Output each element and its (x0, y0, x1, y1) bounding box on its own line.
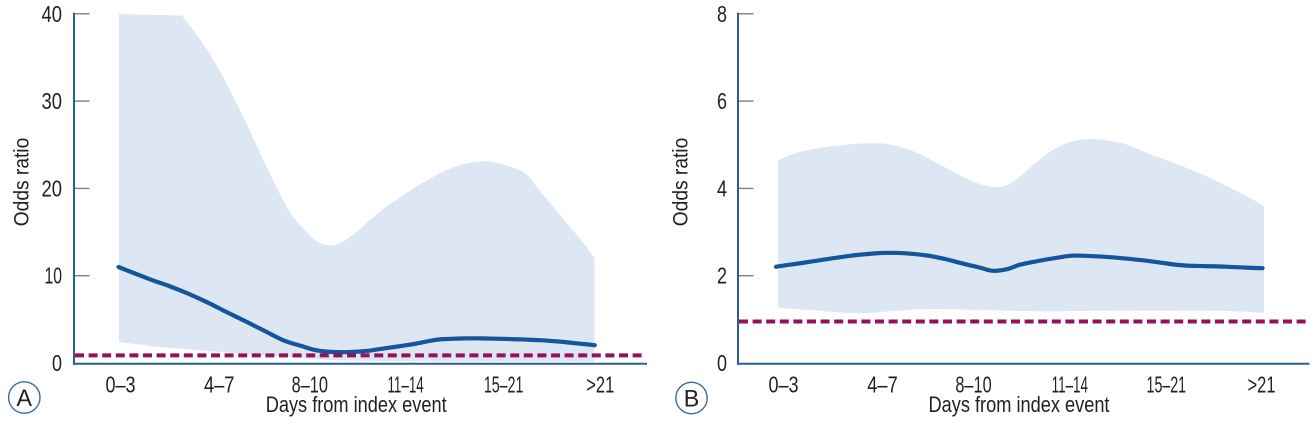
svg-text:4–7: 4–7 (204, 372, 235, 398)
svg-text:0: 0 (717, 350, 727, 376)
svg-text:4: 4 (717, 175, 727, 201)
svg-text:40: 40 (42, 1, 63, 27)
svg-text:8–10: 8–10 (955, 372, 991, 398)
svg-text:Odds ratio: Odds ratio (11, 138, 34, 227)
svg-text:8: 8 (717, 1, 727, 27)
svg-text:11–14: 11–14 (387, 372, 423, 398)
svg-text:15–21: 15–21 (1147, 372, 1187, 398)
svg-text:Days from index event: Days from index event (266, 392, 448, 417)
svg-text:A: A (17, 385, 33, 412)
svg-text:8–10: 8–10 (292, 372, 328, 398)
svg-text:>21: >21 (1248, 372, 1276, 398)
svg-text:10: 10 (45, 263, 63, 289)
svg-text:30: 30 (42, 88, 63, 114)
svg-text:6: 6 (717, 88, 727, 114)
svg-text:0–3: 0–3 (106, 372, 136, 398)
svg-text:20: 20 (42, 175, 63, 201)
svg-text:15–21: 15–21 (484, 372, 524, 398)
svg-text:B: B (684, 386, 700, 413)
svg-text:0–3: 0–3 (769, 372, 799, 398)
svg-text:4–7: 4–7 (867, 372, 898, 398)
svg-text:2: 2 (717, 263, 727, 289)
svg-text:Odds ratio: Odds ratio (670, 138, 693, 227)
svg-text:Days from index event: Days from index event (929, 392, 1111, 417)
svg-text:0: 0 (52, 350, 62, 376)
svg-text:>21: >21 (586, 372, 614, 398)
svg-text:11–14: 11–14 (1052, 372, 1088, 398)
